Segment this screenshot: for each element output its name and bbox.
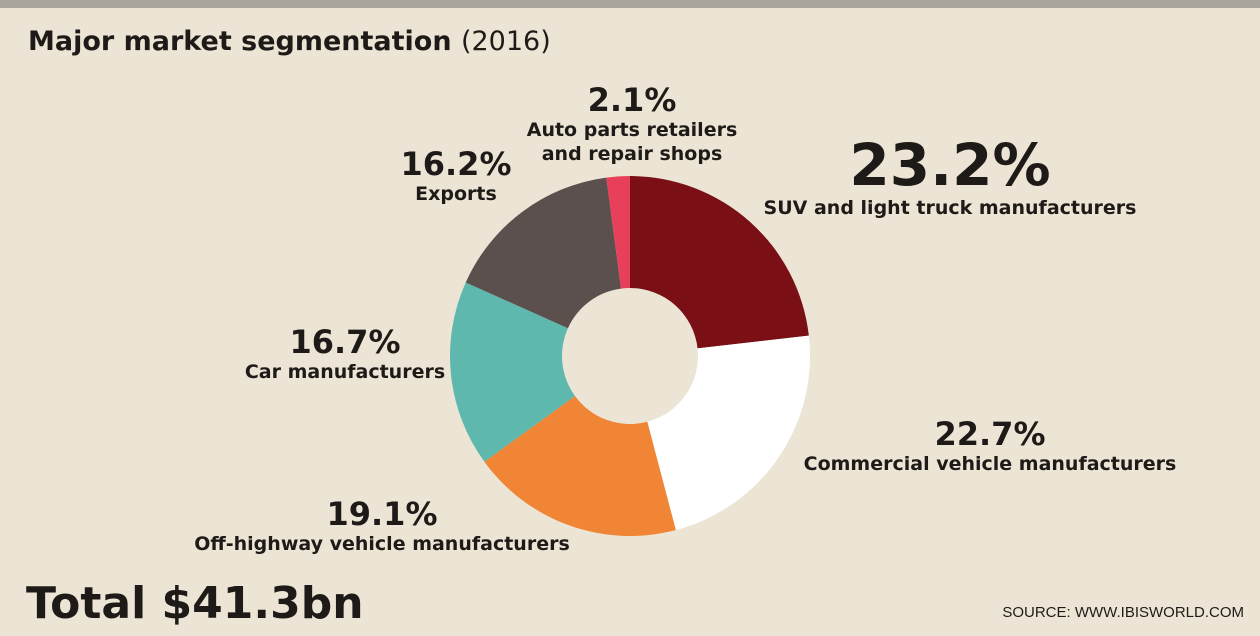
- value-label: 22.7%: [934, 415, 1046, 453]
- slice: [450, 282, 575, 462]
- slice-label: 19.1% Off-highway vehicle manufacturers: [182, 496, 582, 556]
- value-label: 16.2%: [400, 145, 512, 183]
- slice: [484, 395, 676, 536]
- value-label: 2.1%: [587, 81, 677, 119]
- source: SOURCE: WWW.IBISWORLD.COM: [1002, 604, 1244, 621]
- slice: [465, 177, 622, 329]
- title-block: Major market segmentation (2016): [28, 26, 551, 57]
- chart-title: Major market segmentation: [28, 26, 452, 57]
- total: Total $41.3bn: [26, 578, 364, 629]
- slice-label: 23.2% SUV and light truck manufacturers: [740, 134, 1160, 220]
- value-label: 23.2%: [849, 131, 1051, 199]
- slice-label: 16.7% Car manufacturers: [215, 324, 475, 384]
- slice: [630, 176, 809, 349]
- slice: [647, 335, 810, 531]
- slice-label: 2.1% Auto parts retailers and repair shop…: [525, 82, 740, 166]
- category-label: Commercial vehicle manufacturers: [803, 453, 1177, 475]
- value-label: 19.1%: [326, 495, 438, 533]
- chart-subtitle: (2016): [460, 26, 551, 57]
- category-label: Exports: [415, 183, 497, 205]
- category-label: Auto parts retailers and repair shops: [526, 119, 738, 165]
- slice-label: 16.2% Exports: [376, 146, 536, 206]
- slice: [606, 176, 630, 289]
- category-label: Car manufacturers: [244, 361, 446, 383]
- value-label: 16.7%: [289, 323, 401, 361]
- category-label: SUV and light truck manufacturers: [763, 197, 1137, 219]
- category-label: Off-highway vehicle manufacturers: [194, 533, 570, 555]
- top-bar: [0, 0, 1260, 8]
- slice-label: 22.7% Commercial vehicle manufacturers: [790, 416, 1190, 476]
